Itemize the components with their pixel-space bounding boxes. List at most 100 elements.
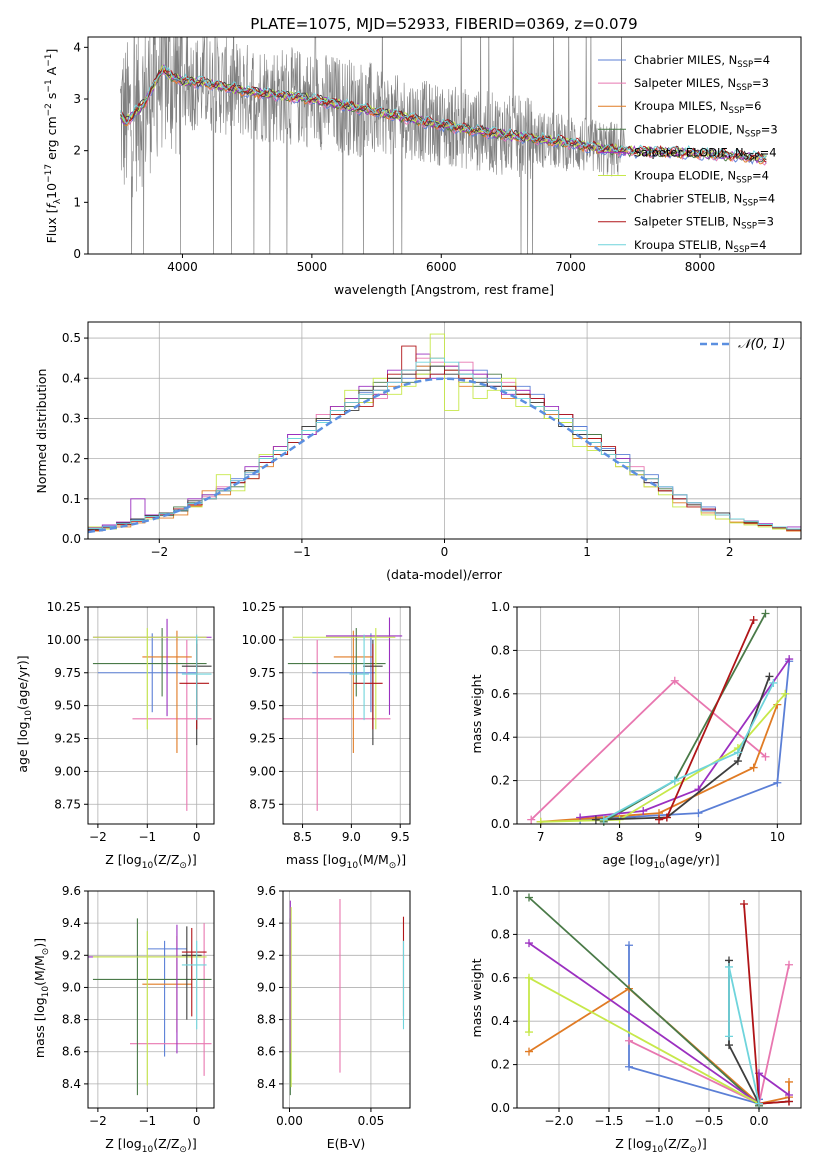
age-vs-mass-x-tick-label: 8.5 [293, 830, 312, 844]
mass-vs-extinction-frame [282, 890, 411, 1109]
weight-vs-metallicity-x-tick-label: 0.0 [749, 1114, 768, 1128]
weight-vs-metallicity-marker [625, 941, 633, 950]
weight-vs-metallicity-y-tick-label: 0.6 [491, 971, 510, 985]
weight-vs-metallicity-x-tick-label: −0.5 [694, 1114, 723, 1128]
age-vs-metallicity-y-tick-label: 9.75 [54, 666, 81, 680]
weight-vs-age-plot: 7 8 9 10 0.0 0.2 0.4 0.6 0.8 1.0 [491, 600, 802, 844]
spectrum-x-tick-label: 6000 [426, 260, 457, 274]
mass-vs-extinction-x-tick-label: 0.05 [358, 1114, 385, 1128]
legend-label: Salpeter MILES, NSSP=3 [634, 76, 769, 93]
age-vs-mass-errorbar-point [349, 634, 369, 721]
weight-vs-age-marker [749, 763, 758, 772]
mass-vs-metallicity-errorbar-point [130, 923, 212, 1076]
mass-vs-extinction-plot: 0.00 0.05 8.4 8.6 8.8 9.0 9.2 9.4 9.6 [257, 884, 411, 1128]
spectrum-y-tick-label: 4 [73, 40, 81, 54]
model-spectrum-line [120, 65, 767, 161]
mass-vs-metallicity-y-tick-label: 9.6 [62, 884, 81, 898]
weight-vs-age-series-line [580, 661, 791, 821]
weight-vs-age-marker [655, 815, 663, 824]
weight-vs-age-y-tick-label: 0.2 [491, 774, 510, 788]
mass-vs-metallicity-frame [87, 890, 215, 1109]
weight-vs-metallicity-marker [525, 973, 533, 982]
weight-vs-age-x-tick-label: 10 [770, 830, 785, 844]
age-vs-mass-errorbar-point [312, 633, 376, 713]
mass-vs-metallicity-panel: −2 −1 0 8.4 8.6 8.8 9.0 9.2 9.4 9.6 Z [log10(Z/Z⊙… [32, 884, 215, 1155]
age-vs-mass-y-tick-label: 9.50 [249, 699, 276, 713]
weight-vs-metallicity-marker [525, 939, 533, 948]
weight-vs-age-marker [527, 815, 536, 824]
mass-vs-metallicity-x-tick-label: −1 [138, 1114, 156, 1128]
weight-vs-age-marker [639, 806, 648, 815]
weight-vs-age-marker [761, 609, 770, 618]
age-vs-mass-x-tick-label: 9.0 [342, 830, 361, 844]
spectrum-y-tick-label: 1 [73, 195, 81, 209]
weight-vs-metallicity-panel: −2.0 −1.5 −1.0 −0.5 0.0 0.0 0.2 0.4 0.6 0.8 1.0 Z … [469, 884, 802, 1155]
legend-label: Salpeter STELIB, NSSP=3 [634, 215, 774, 232]
residuals-plot: −2 −1 0 1 2 0.0 0.1 0.2 0.3 0.4 0.5 [62, 321, 802, 559]
mass-vs-metallicity-y-tick-label: 8.4 [62, 1077, 81, 1091]
mass-vs-extinction-panel: 0.00 0.05 8.4 8.6 8.8 9.0 9.2 9.4 9.6 E(B-V) [257, 884, 411, 1151]
model-spectrum-line [120, 72, 767, 165]
weight-vs-metallicity-marker [625, 1062, 633, 1071]
age-vs-mass-y-tick-label: 10.25 [242, 600, 276, 614]
weight-vs-metallicity-marker [785, 1097, 793, 1106]
weight-vs-age-y-tick-label: 1.0 [491, 600, 510, 614]
weight-vs-metallicity-y-tick-label: 0.4 [491, 1014, 510, 1028]
spectrum-legend: Chabrier MILES, NSSP=4 Salpeter MILES, NS… [598, 53, 778, 255]
legend-label: Salpeter ELODIE, NSSP=4 [634, 145, 777, 162]
mass-vs-extinction-y-tick-label: 9.0 [257, 980, 276, 994]
mass-vs-metallicity-y-tick-label: 9.4 [62, 916, 81, 930]
mass-vs-extinction-y-tick-label: 9.4 [257, 916, 276, 930]
mass-vs-metallicity-y-axis-label: mass [log10(M/M⊙)] [32, 938, 51, 1058]
age-vs-mass-errorbar-point [353, 643, 383, 730]
weight-vs-age-marker [785, 655, 794, 664]
weight-vs-age-marker [765, 672, 774, 681]
age-vs-mass-plot: 8.5 9.0 9.5 8.75 9.00 9.25 9.50 9.75 10.00 10.25 [242, 600, 411, 844]
weight-vs-age-marker [591, 815, 600, 824]
weight-vs-age-marker [761, 752, 770, 761]
weight-vs-metallicity-marker [725, 1041, 733, 1050]
age-vs-mass-x-axis-label: mass [log10(M/M⊙)] [286, 852, 406, 871]
model-spectrum-line [119, 65, 767, 160]
weight-vs-age-x-tick-label: 9 [695, 830, 703, 844]
weight-vs-metallicity-y-tick-label: 0.2 [491, 1058, 510, 1072]
spectrum-title: PLATE=1075, MJD=52933, FIBERID=0369, z=0… [250, 15, 637, 33]
age-vs-metallicity-y-tick-label: 10.25 [47, 600, 81, 614]
residuals-panel: −2 −1 0 1 2 0.0 0.1 0.2 0.3 0.4 0.5 (data-model)/e… [34, 321, 802, 582]
gaussian-legend-label: 𝒩(0, 1) [738, 337, 785, 352]
mass-vs-extinction-y-tick-label: 8.4 [257, 1077, 276, 1091]
weight-vs-metallicity-series-line [528, 896, 760, 1107]
spectrum-y-tick-label: 0 [73, 247, 81, 261]
weight-vs-age-marker [733, 757, 742, 766]
age-vs-metallicity-errorbar-point [181, 634, 212, 721]
mass-vs-metallicity-y-tick-label: 8.6 [62, 1045, 81, 1059]
residuals-x-tick-label: −1 [293, 545, 311, 559]
mass-vs-metallicity-x-axis-label: Z [log10(Z/Z⊙)] [105, 1136, 196, 1155]
residuals-x-tick-label: 1 [583, 545, 591, 559]
weight-vs-metallicity-y-tick-label: 1.0 [491, 884, 510, 898]
weight-vs-metallicity-marker [755, 1099, 763, 1108]
weight-vs-metallicity-x-tick-label: −1.0 [644, 1114, 673, 1128]
weight-vs-metallicity-marker [785, 960, 793, 969]
weight-vs-age-y-tick-label: 0.6 [491, 687, 510, 701]
residuals-x-tick-label: 2 [726, 545, 734, 559]
weight-vs-metallicity-marker [785, 1077, 793, 1086]
age-vs-metallicity-frame [87, 606, 215, 825]
age-vs-metallicity-plot: −2 −1 0 8.75 9.00 9.25 9.50 9.75 10.00 10.25 [47, 600, 215, 844]
legend-label: Chabrier ELODIE, NSSP=3 [634, 122, 778, 139]
mass-vs-metallicity-errorbar-point [181, 940, 207, 1030]
weight-vs-age-marker [769, 678, 778, 687]
spectrum-x-tick-label: 7000 [555, 260, 586, 274]
mass-vs-extinction-y-tick-label: 9.6 [257, 884, 276, 898]
mass-vs-extinction-y-tick-label: 8.8 [257, 1013, 276, 1027]
weight-vs-metallicity-marker [625, 1036, 633, 1045]
weight-vs-metallicity-y-tick-label: 0.8 [491, 927, 510, 941]
weight-vs-age-marker [599, 815, 608, 824]
weight-vs-metallicity-marker [525, 1028, 533, 1037]
mass-vs-metallicity-x-tick-label: −2 [89, 1114, 107, 1128]
mass-vs-metallicity-errorbar-point [181, 927, 207, 1017]
legend-label: Chabrier MILES, NSSP=4 [634, 53, 770, 70]
weight-vs-metallicity-x-axis-label: Z [log10(Z/Z⊙)] [615, 1136, 706, 1155]
weight-vs-age-series-line [603, 682, 775, 821]
weight-vs-age-series-line [595, 676, 771, 821]
